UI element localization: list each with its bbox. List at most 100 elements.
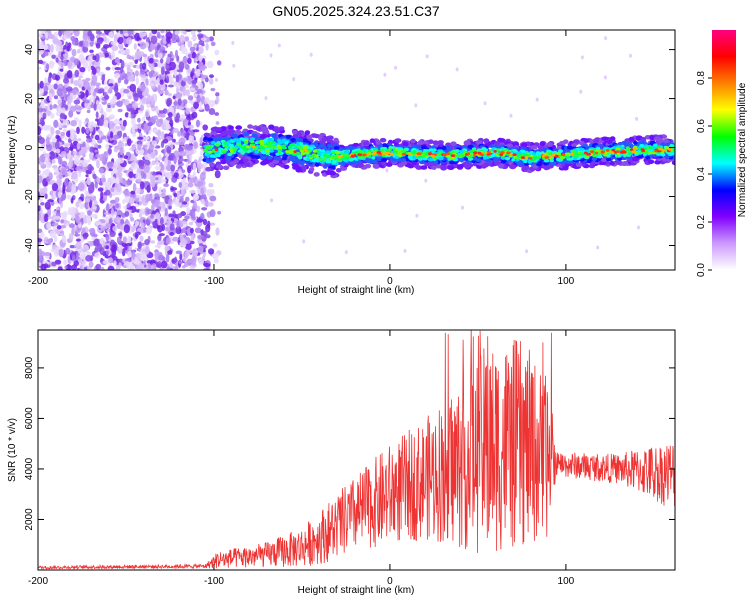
noise-cell (101, 177, 107, 183)
noise-cell (40, 108, 47, 112)
noise-cell (83, 121, 87, 125)
noise-cell (60, 224, 67, 229)
noise-cell (86, 251, 91, 256)
noise-cell (79, 265, 83, 270)
noise-cell (197, 30, 202, 33)
signal-cell (223, 165, 230, 171)
noise-cell (191, 111, 198, 119)
noise-cell (44, 156, 49, 165)
noise-cell (38, 185, 41, 191)
noise-cell (48, 60, 55, 69)
noise-cell (118, 233, 122, 236)
noise-cell (99, 153, 106, 162)
noise-cell (204, 103, 210, 112)
noise-cell (166, 220, 173, 224)
noise-cell (123, 49, 130, 55)
noise-cell (165, 253, 170, 263)
noise-cell (579, 89, 583, 94)
noise-cell (82, 259, 87, 267)
noise-cell (159, 79, 164, 85)
noise-cell (159, 240, 165, 245)
noise-cell (165, 236, 171, 245)
noise-cell (134, 163, 139, 169)
noise-cell (231, 41, 235, 45)
noise-cell (60, 151, 67, 158)
noise-cell (103, 95, 110, 100)
noise-cell (59, 68, 64, 72)
noise-cell (55, 148, 61, 154)
noise-cell (210, 87, 216, 92)
noise-cell (187, 53, 192, 58)
signal-cell (440, 166, 447, 171)
noise-cell (127, 138, 132, 147)
noise-cell (138, 160, 146, 165)
noise-cell (71, 251, 75, 257)
noise-cell (158, 52, 163, 59)
noise-cell (75, 238, 81, 242)
noise-cell (57, 40, 62, 46)
noise-cell (121, 248, 126, 257)
noise-cell (38, 238, 43, 243)
signal-cell (306, 134, 313, 139)
noise-cell (153, 199, 160, 208)
noise-cell (114, 183, 119, 190)
noise-cell (149, 144, 155, 151)
noise-cell (150, 35, 158, 44)
noise-cell (69, 206, 77, 214)
noise-cell (85, 174, 89, 178)
noise-cell (133, 43, 137, 50)
noise-cell (150, 178, 156, 188)
noise-cell (164, 89, 169, 96)
noise-cell (188, 174, 195, 178)
noise-cell (123, 99, 130, 106)
noise-cell (116, 210, 123, 217)
noise-cell (148, 57, 154, 64)
noise-cell (164, 245, 170, 252)
noise-cell (51, 54, 56, 59)
noise-cell (197, 164, 202, 173)
noise-cell (113, 34, 118, 43)
noise-cell (173, 82, 177, 87)
noise-cell (134, 32, 141, 41)
noise-cell (113, 118, 120, 125)
noise-cell (191, 248, 199, 257)
noise-cell (209, 209, 216, 218)
signal-cell (261, 126, 269, 132)
noise-cell (154, 165, 162, 170)
noise-cell (126, 179, 132, 186)
noise-cell (190, 30, 195, 36)
noise-cell (191, 79, 198, 85)
noise-cell (174, 30, 180, 35)
noise-cell (209, 74, 214, 79)
noise-cell (206, 60, 214, 69)
noise-cell (76, 92, 81, 96)
noise-cell (42, 112, 47, 119)
noise-cell (152, 115, 159, 121)
noise-cell (39, 41, 44, 50)
noise-cell (166, 56, 171, 64)
noise-cell (40, 30, 45, 33)
signal-cell (379, 137, 387, 143)
noise-cell (107, 257, 114, 264)
signal-cell (205, 166, 212, 172)
noise-cell (99, 225, 104, 229)
noise-cell (67, 95, 73, 104)
noise-cell (160, 217, 164, 226)
noise-cell (158, 187, 163, 196)
noise-cell (191, 36, 198, 40)
signal-cell (609, 160, 615, 166)
noise-cell (148, 71, 153, 78)
signal-cell (483, 139, 489, 144)
noise-cell (215, 95, 220, 104)
noise-cell (76, 126, 80, 135)
noise-cell (155, 108, 160, 114)
noise-cell (385, 168, 389, 173)
signal-cell (566, 145, 573, 150)
noise-cell (96, 39, 103, 45)
noise-cell (117, 157, 125, 164)
noise-cell (139, 42, 147, 50)
noise-cell (108, 217, 113, 225)
noise-cell (159, 118, 164, 124)
noise-cell (62, 211, 68, 217)
